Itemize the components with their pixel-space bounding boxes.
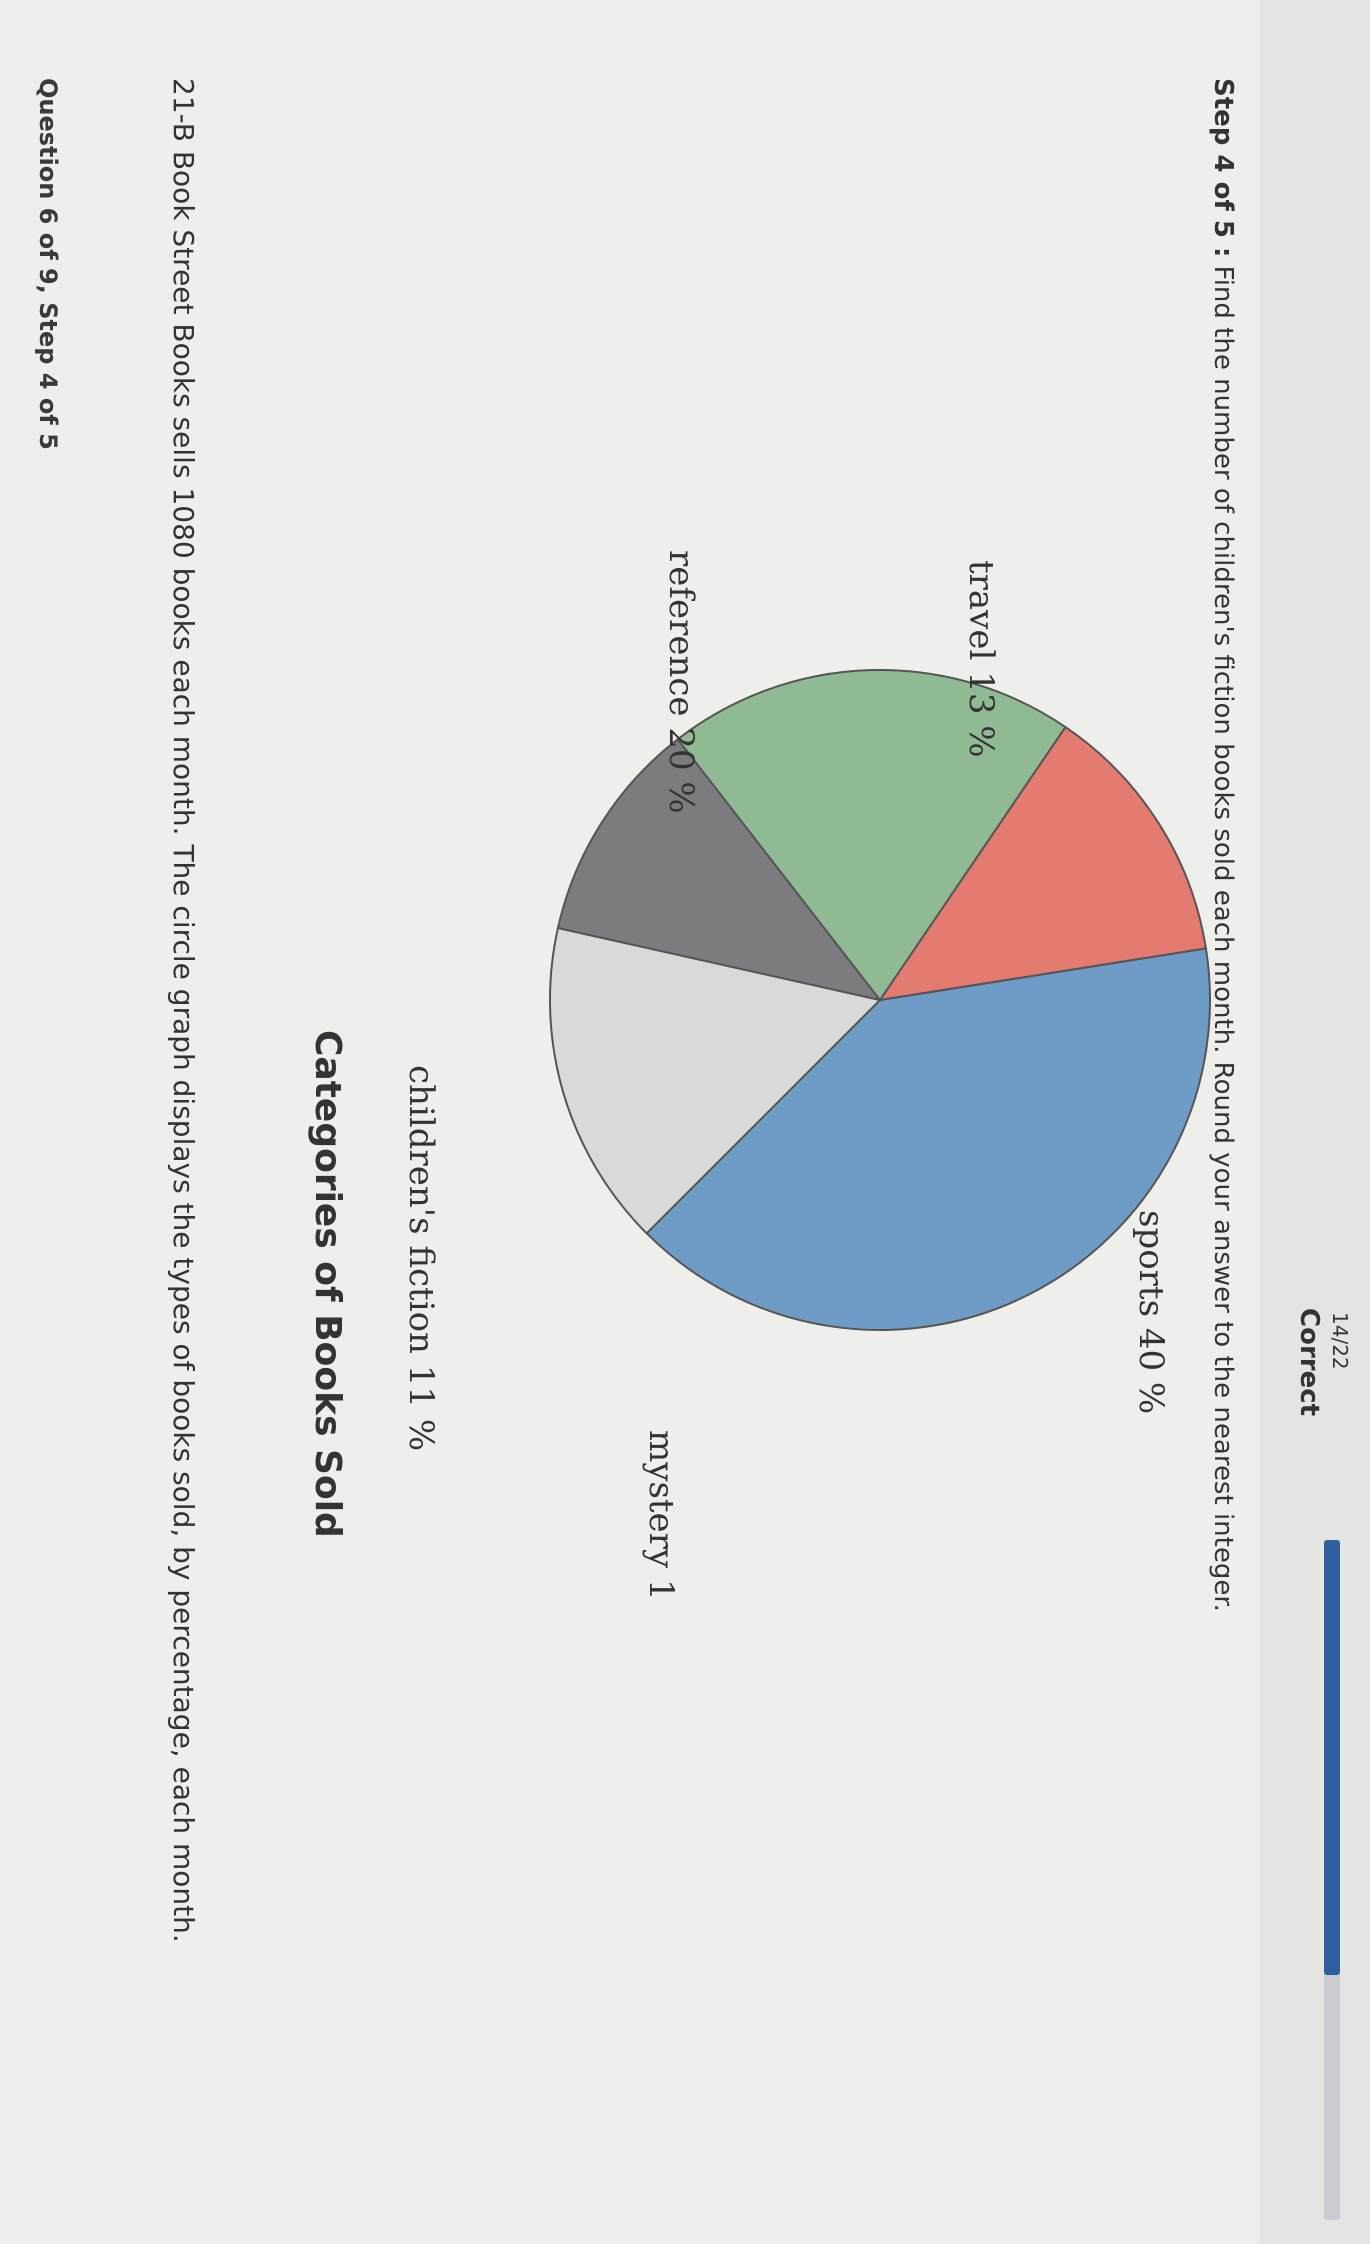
score-count: 14/22 — [1328, 1312, 1352, 1370]
pie-chart: sports 40 % mystery 16 % children's fictio… — [230, 300, 1290, 1665]
pie-slice-sports — [645, 947, 1211, 1331]
pie-slice-children-s-fiction — [556, 737, 883, 1002]
pie-chart-svg: sports 40 % mystery 16 % children's fictio… — [401, 550, 1211, 1665]
pie-slice-travel — [877, 725, 1208, 1002]
step-label: Step 4 of 5 : — [1208, 78, 1238, 258]
pie-label-mystery: mystery 16 % — [641, 1430, 681, 1600]
progress-bar — [1324, 1540, 1340, 2220]
question-step-label: Question 6 of 9, Step 4 of 5 — [34, 78, 62, 450]
step-instruction: Step 4 of 5 : Find the number of childre… — [1208, 78, 1238, 1612]
pie-label-reference: reference 20 % — [661, 550, 701, 814]
step-question: Find the number of children's fiction bo… — [1208, 257, 1238, 1612]
progress-bar-fill — [1324, 1540, 1340, 1976]
problem-statement: 21-B Book Street Books sells 1080 books … — [167, 78, 200, 1943]
score-status: Correct — [1294, 1308, 1324, 1417]
pie-label-children-s-fiction: children's fiction 11 % — [401, 1065, 441, 1451]
pie-slice-mystery — [549, 926, 882, 1235]
pie-label-travel: travel 13 % — [961, 560, 1001, 758]
pie-label-sports: sports 40 % — [1131, 1210, 1171, 1414]
pie-slice-reference — [676, 669, 1067, 1002]
